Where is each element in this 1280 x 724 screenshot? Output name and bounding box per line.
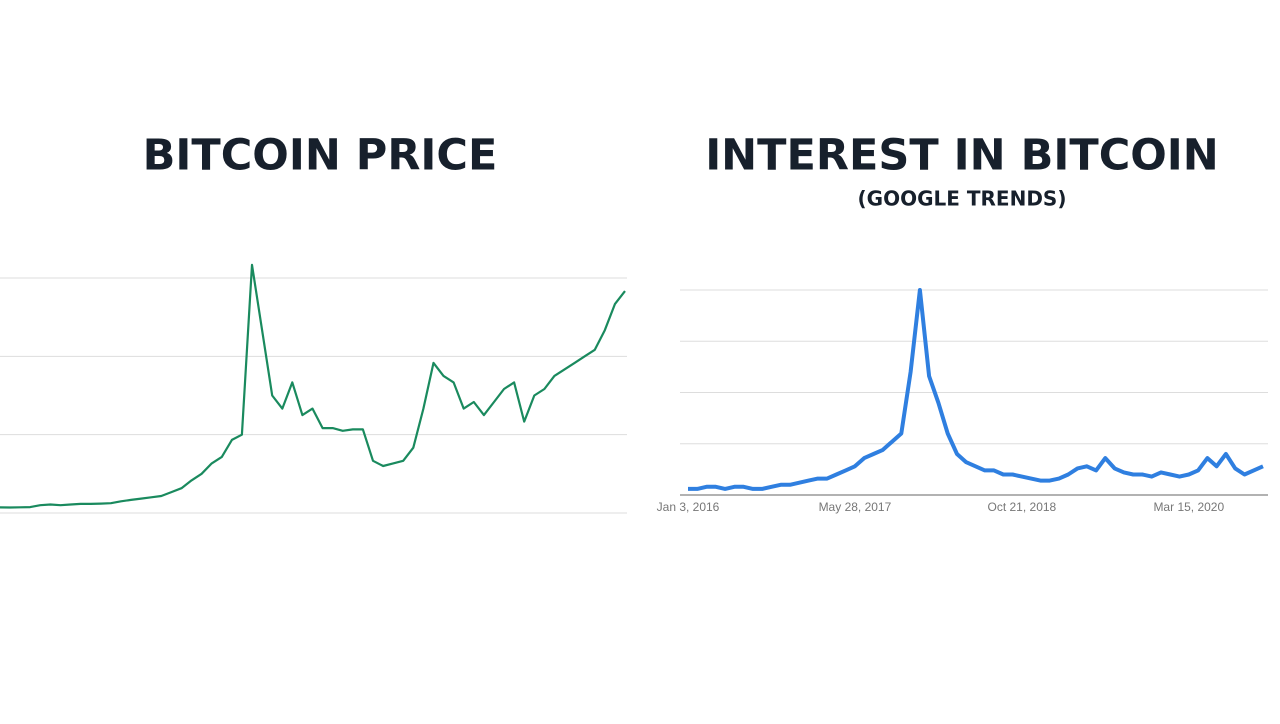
chart-title: BITCOIN PRICE bbox=[143, 131, 498, 181]
x-tick-label: Mar 15, 2020 bbox=[1153, 500, 1224, 514]
x-tick-label: May 28, 2017 bbox=[819, 500, 892, 514]
data-line bbox=[688, 288, 1264, 491]
data-line bbox=[0, 263, 626, 509]
x-tick-label: Jan 3, 2016 bbox=[657, 500, 720, 514]
x-tick-label: Oct 21, 2018 bbox=[988, 500, 1057, 514]
chart-subtitle: (GOOGLE TRENDS) bbox=[858, 187, 1067, 211]
chart-title: INTEREST IN BITCOIN bbox=[705, 131, 1219, 181]
